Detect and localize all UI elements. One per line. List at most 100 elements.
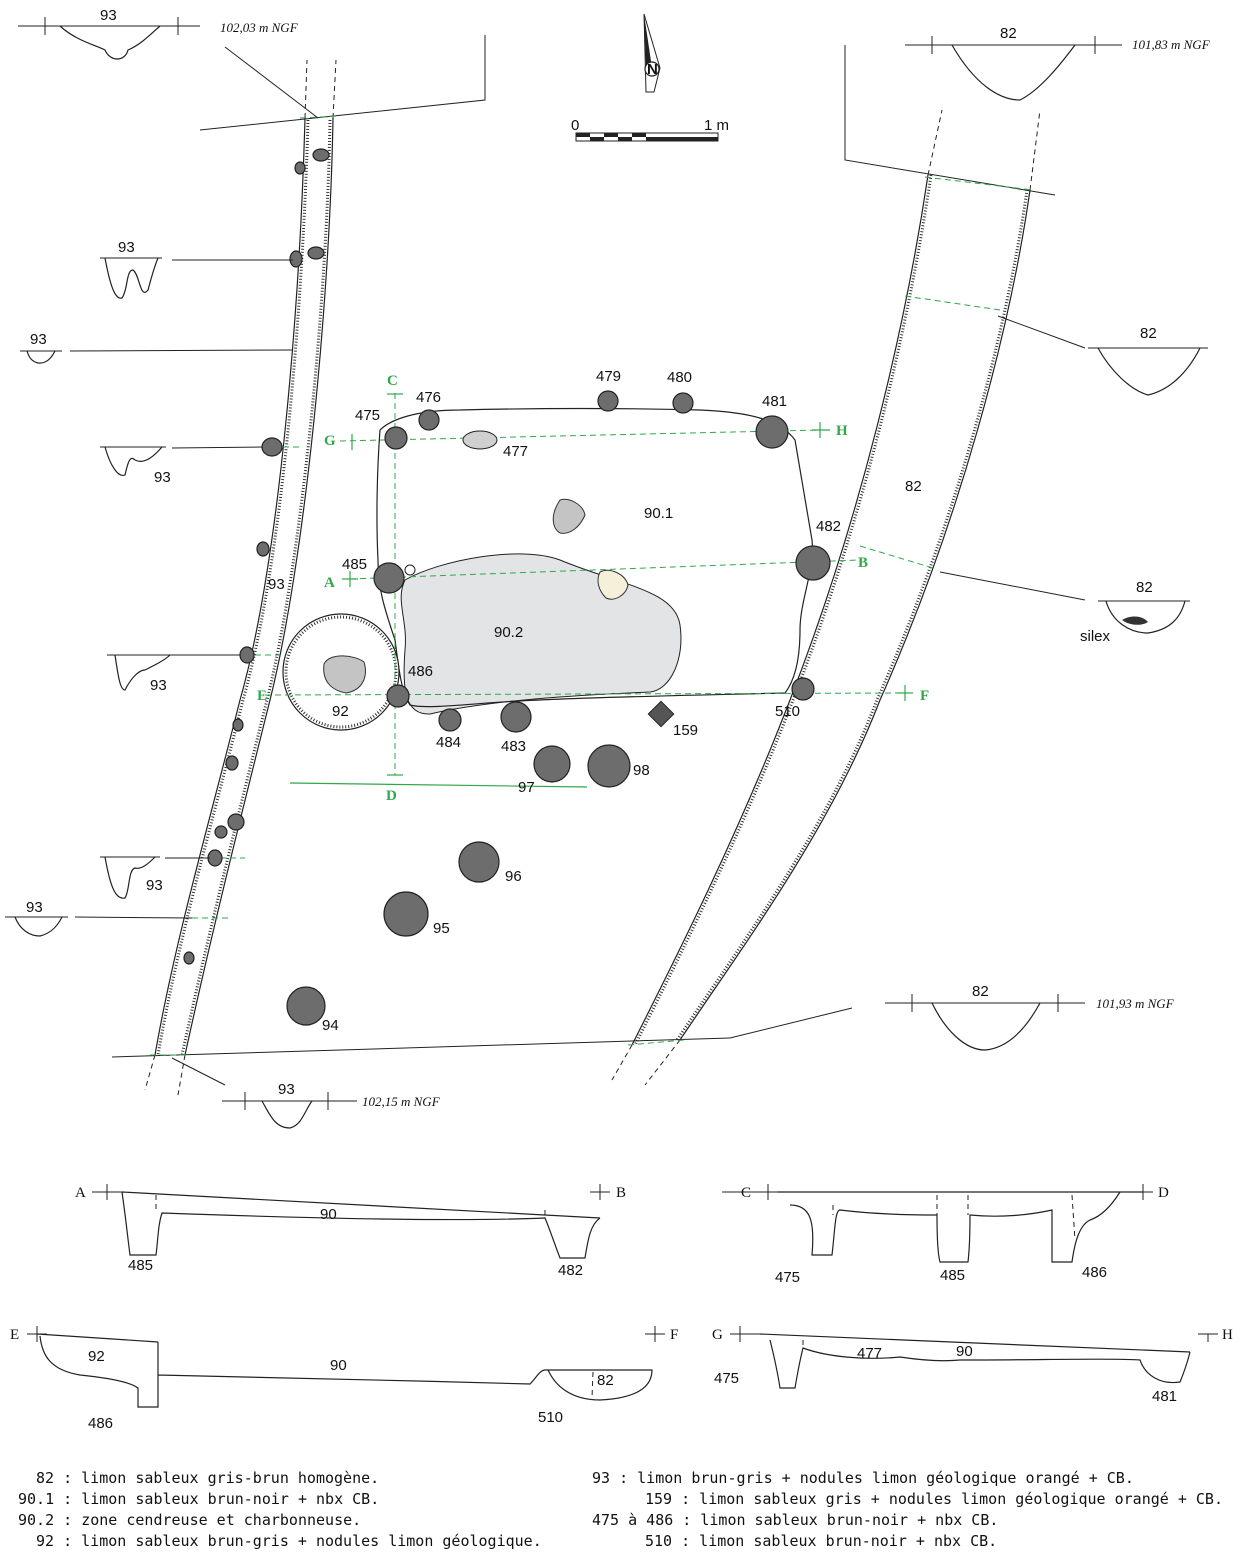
profile-cd-c: C — [741, 1185, 751, 1201]
label-510: 510 — [775, 703, 800, 720]
ngf-label-2: 101,83 m NGF — [1132, 37, 1211, 52]
profile-cd — [722, 1184, 1153, 1263]
profile-gh-labels: G H 475 477 90 481 — [712, 1327, 1233, 1405]
point-c: C — [387, 373, 398, 389]
section-label-93-north: 93 — [100, 7, 117, 24]
label-94: 94 — [322, 1017, 339, 1034]
section-point-letters: C D G H A B E F — [257, 373, 929, 804]
scale-end: 1 m — [704, 117, 729, 134]
feature-90-outline — [282, 407, 813, 731]
section-label-93-b: 93 — [118, 239, 135, 256]
profile-ab-b: B — [616, 1185, 626, 1201]
legend-159: 159 : limon sableux gris + nodules limon… — [645, 1490, 1223, 1508]
legend-475-486: 475 à 486 : limon sableux brun-noir + nb… — [592, 1511, 998, 1529]
label-98: 98 — [633, 762, 650, 779]
profile-ab-485: 485 — [128, 1257, 153, 1274]
label-477: 477 — [503, 443, 528, 460]
legend-93: 93 : limon brun-gris + nodules limon géo… — [592, 1469, 1134, 1487]
point-h: H — [836, 423, 848, 439]
label-480: 480 — [667, 369, 692, 386]
point-g: G — [324, 433, 336, 449]
point-e: E — [257, 688, 267, 704]
label-97: 97 — [518, 779, 535, 796]
point-d: D — [386, 788, 397, 804]
silex-label: silex — [1080, 628, 1111, 645]
point-f: F — [920, 688, 929, 704]
label-485: 485 — [342, 556, 367, 573]
profile-gh-475: 475 — [714, 1370, 739, 1387]
legend-82: 82 : limon sableux gris-brun homogène. — [36, 1469, 379, 1487]
profile-cd-labels: C D 475 485 486 — [741, 1185, 1169, 1286]
profile-gh-g: G — [712, 1327, 723, 1343]
profile-gh-90: 90 — [956, 1343, 973, 1360]
profile-cd-d: D — [1158, 1185, 1169, 1201]
profile-ef-486: 486 — [88, 1415, 113, 1432]
profile-gh — [730, 1326, 1218, 1389]
label-475: 475 — [355, 407, 380, 424]
profile-ef-82: 82 — [597, 1372, 614, 1389]
feature-labels: 82 90.1 90.2 92 93 475 476 477 479 480 4… — [268, 368, 922, 1034]
ditch-section-labels: 93 102,03 m NGF 82 101,83 m NGF 93 93 93… — [26, 7, 1211, 1109]
ngf-label-4: 102,15 m NGF — [362, 1094, 441, 1109]
ngf-label-1: 102,03 m NGF — [220, 20, 299, 35]
label-482: 482 — [816, 518, 841, 535]
profile-ab-labels: A B 90 485 482 — [75, 1185, 626, 1279]
label-484: 484 — [436, 734, 461, 751]
profile-gh-481: 481 — [1152, 1388, 1177, 1405]
profile-ab — [92, 1184, 610, 1259]
ditch-sections — [5, 17, 1208, 1129]
point-a: A — [324, 575, 335, 591]
profile-ab-90: 90 — [320, 1206, 337, 1223]
profile-gh-h: H — [1222, 1327, 1233, 1343]
profile-cd-485: 485 — [940, 1267, 965, 1284]
label-476: 476 — [416, 389, 441, 406]
legend: 82 : limon sableux gris-brun homogène. 9… — [18, 1469, 1223, 1550]
label-90-2: 90.2 — [494, 624, 523, 641]
profile-ef-92: 92 — [88, 1348, 105, 1365]
profile-ab-a: A — [75, 1185, 86, 1201]
label-479: 479 — [596, 368, 621, 385]
section-label-93-e: 93 — [150, 677, 167, 694]
profile-ef-e: E — [10, 1327, 19, 1343]
section-label-93-south: 93 — [278, 1081, 295, 1098]
section-label-93-g: 93 — [26, 899, 43, 916]
section-label-82-south: 82 — [972, 983, 989, 1000]
profile-ef — [27, 1326, 665, 1408]
profile-cd-475: 475 — [775, 1269, 800, 1286]
label-159: 159 — [673, 722, 698, 739]
excavation-limits — [111, 35, 1056, 1058]
section-label-82-b: 82 — [1140, 325, 1157, 342]
legend-90-2: 90.2 : zone cendreuse et charbonneuse. — [18, 1511, 361, 1529]
label-92: 92 — [332, 703, 349, 720]
label-486: 486 — [408, 663, 433, 680]
label-483: 483 — [501, 738, 526, 755]
section-label-93-f: 93 — [146, 877, 163, 894]
label-82: 82 — [905, 478, 922, 495]
section-label-93-d: 93 — [154, 469, 171, 486]
ditch-82-east — [611, 109, 1041, 1086]
section-label-93-c: 93 — [30, 331, 47, 348]
ditch-93-postholes — [183, 148, 330, 965]
legend-90-1: 90.1 : limon sableux brun-noir + nbx CB. — [18, 1490, 379, 1508]
label-481: 481 — [762, 393, 787, 410]
section-label-82-c: 82 — [1136, 579, 1153, 596]
ditch-93-west — [144, 59, 339, 1096]
ngf-label-3: 101,93 m NGF — [1096, 996, 1175, 1011]
legend-510: 510 : limon sableux brun-noir + nbx CB. — [645, 1532, 997, 1550]
point-b: B — [858, 555, 868, 571]
profile-cd-486: 486 — [1082, 1264, 1107, 1281]
legend-92: 92 : limon sableux brun-gris + nodules l… — [36, 1532, 542, 1550]
profile-ef-labels: E F 92 90 486 510 82 — [10, 1327, 678, 1432]
label-96: 96 — [505, 868, 522, 885]
profile-gh-477: 477 — [857, 1345, 882, 1362]
profile-ef-90: 90 — [330, 1357, 347, 1374]
section-label-82-north: 82 — [1000, 25, 1017, 42]
label-90-1: 90.1 — [644, 505, 673, 522]
north-letter: N — [647, 61, 658, 78]
label-95: 95 — [433, 920, 450, 937]
scale-start: 0 — [571, 117, 579, 134]
profile-ef-f: F — [670, 1327, 678, 1343]
postholes — [286, 390, 831, 1026]
profile-ab-482: 482 — [558, 1262, 583, 1279]
